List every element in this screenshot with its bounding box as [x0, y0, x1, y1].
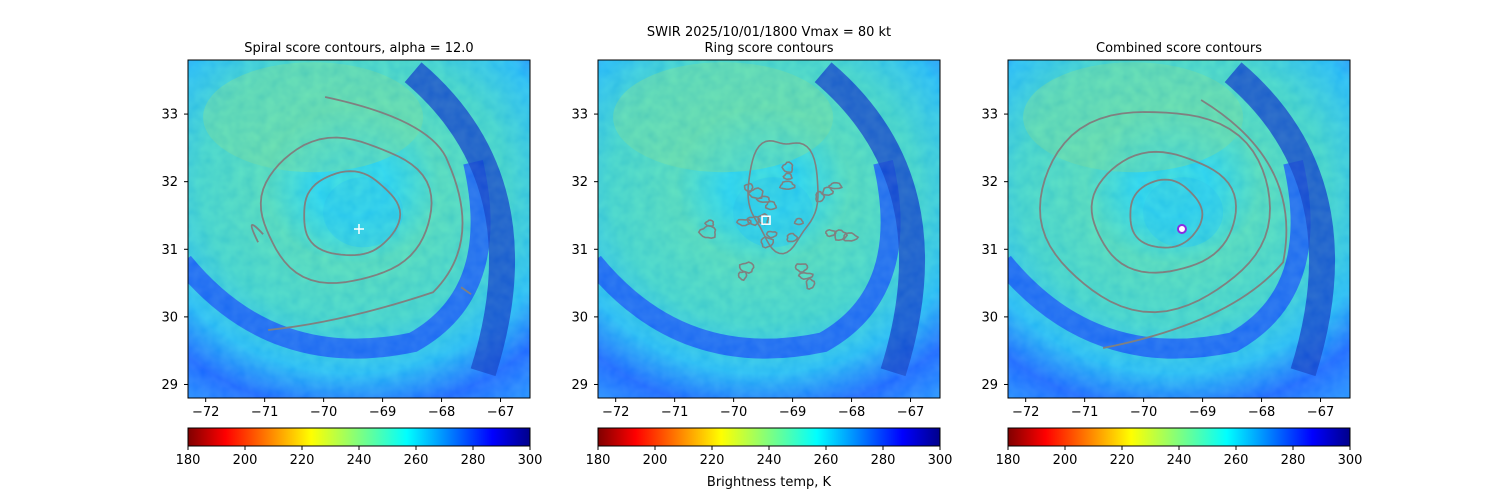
score-contours [250, 96, 472, 331]
x-tick-label: −71 [251, 405, 278, 420]
panel-2: Ring score contours −72 −71 −70 −69 −68 −67 29 3… [571, 41, 953, 468]
colorbar-tick-label: 260 [1224, 453, 1249, 468]
x-tick-label: −69 [1189, 405, 1216, 420]
colorbar-tick-label: 220 [290, 453, 315, 468]
colorbar-tick-label: 220 [1110, 453, 1135, 468]
axes-frame [597, 59, 941, 399]
colorbar: 180 200 220 240 260 280 300 [176, 427, 543, 468]
center-marker [1176, 224, 1187, 234]
colorbar-tick-label: 220 [700, 453, 725, 468]
y-tick-label: 33 [161, 108, 178, 123]
colorbar-tick-label: 180 [586, 453, 611, 468]
y-tick-label: 31 [571, 243, 588, 258]
y-tick-label: 29 [571, 378, 588, 393]
colorbar-tick-label: 240 [1167, 453, 1192, 468]
panel-title: Ring score contours [704, 41, 833, 56]
x-tick-label: −69 [779, 405, 806, 420]
axes-frame [1007, 59, 1351, 399]
colorbar-tick-label: 300 [928, 453, 953, 468]
center-marker [761, 215, 771, 225]
colorbar: 180 200 220 240 260 280 300 [996, 427, 1363, 468]
x-tick-label: −72 [1012, 405, 1039, 420]
y-tick-label: 31 [981, 243, 998, 258]
x-tick-label: −70 [1130, 405, 1157, 420]
axes-frame [187, 59, 531, 399]
x-tick-label: −67 [1307, 405, 1334, 420]
x-tick-label: −70 [310, 405, 337, 420]
score-contours [1039, 99, 1288, 349]
panel-title: Combined score contours [1096, 41, 1262, 56]
panel-title: Spiral score contours, alpha = 12.0 [244, 41, 473, 56]
x-tick-label: −69 [369, 405, 396, 420]
x-tick-label: −67 [897, 405, 924, 420]
y-tick-label: 29 [161, 378, 178, 393]
x-tick-label: −72 [192, 405, 219, 420]
x-tick-label: −67 [487, 405, 514, 420]
colorbar-tick-label: 260 [404, 453, 429, 468]
y-tick-label: 29 [981, 378, 998, 393]
x-tick-label: −72 [602, 405, 629, 420]
colorbar-tick-label: 280 [461, 453, 486, 468]
x-tick-label: −68 [1248, 405, 1275, 420]
x-tick-label: −68 [428, 405, 455, 420]
colorbar-tick-label: 300 [518, 453, 543, 468]
y-tick-label: 31 [161, 243, 178, 258]
y-tick-label: 32 [571, 175, 588, 190]
y-tick-label: 32 [981, 175, 998, 190]
colorbar-tick-label: 200 [1053, 453, 1078, 468]
colorbar-tick-label: 280 [871, 453, 896, 468]
panel-3: Combined score contours −72 −71 −70 −69 −68 −6… [981, 41, 1363, 468]
y-tick-label: 32 [161, 175, 178, 190]
x-tick-label: −71 [1071, 405, 1098, 420]
colorbar-tick-label: 260 [814, 453, 839, 468]
y-tick-label: 30 [981, 310, 998, 325]
brightness-temp-image [188, 60, 530, 398]
y-tick-label: 30 [161, 310, 178, 325]
figure-suptitle: SWIR 2025/10/01/1800 Vmax = 80 kt [647, 25, 891, 40]
score-contours [697, 139, 860, 290]
colorbar-tick-label: 300 [1338, 453, 1363, 468]
colorbar: 180 200 220 240 260 280 300 [586, 427, 953, 468]
colorbar-tick-label: 200 [643, 453, 668, 468]
brightness-temp-image [598, 60, 940, 398]
colorbar-tick-label: 240 [347, 453, 372, 468]
x-tick-label: −71 [661, 405, 688, 420]
y-tick-label: 30 [571, 310, 588, 325]
colorbar-tick-label: 240 [757, 453, 782, 468]
x-tick-label: −70 [720, 405, 747, 420]
y-tick-label: 33 [981, 108, 998, 123]
colorbar-tick-label: 180 [176, 453, 201, 468]
panel-1: Spiral score contours, alpha = 12.0 −72 −7… [161, 41, 543, 468]
colorbar-label: Brightness temp, K [707, 475, 832, 490]
y-tick-label: 33 [571, 108, 588, 123]
brightness-temp-image [1008, 60, 1350, 398]
x-tick-label: −68 [838, 405, 865, 420]
center-marker [354, 224, 364, 234]
colorbar-tick-label: 200 [233, 453, 258, 468]
colorbar-tick-label: 280 [1281, 453, 1306, 468]
colorbar-tick-label: 180 [996, 453, 1021, 468]
